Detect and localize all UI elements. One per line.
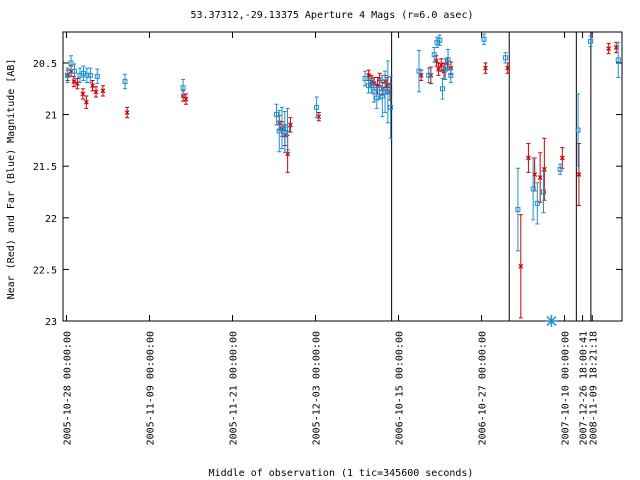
near-point xyxy=(287,122,293,128)
plot-area: 20.5 21 21.5 22 22.5 23 2005-10-28 00:00:00 200… xyxy=(33,31,623,445)
near-point xyxy=(100,88,106,94)
far-point xyxy=(365,83,371,89)
near-point xyxy=(541,166,547,172)
chart-title: 53.37312,-29.13375 Aperture 4 Mags (r=6.… xyxy=(191,10,474,21)
far-point xyxy=(445,57,451,63)
near-point xyxy=(384,83,390,89)
y-tick-label: 21 xyxy=(45,111,57,122)
far-point xyxy=(368,83,374,89)
x-tick-label: 2008-11-09 18:21:18 xyxy=(588,331,599,445)
plot-frame xyxy=(62,31,623,322)
far-point xyxy=(416,68,422,74)
far-point xyxy=(557,166,563,172)
far-point xyxy=(502,55,508,61)
far-point xyxy=(431,52,437,58)
x-tick-label: 2006-10-27 00:00:00 xyxy=(478,331,489,445)
far-point xyxy=(285,126,291,132)
far-point xyxy=(65,72,71,78)
far-point xyxy=(371,89,377,95)
near-point xyxy=(124,110,130,115)
far-point xyxy=(94,73,100,79)
near-point xyxy=(483,65,488,71)
near-point xyxy=(71,79,77,84)
far-point xyxy=(374,95,380,101)
far-point xyxy=(481,36,487,42)
y-tick-label: 20.5 xyxy=(33,59,57,70)
x-axis-label: Middle of observation (1 tic=345600 seco… xyxy=(209,468,474,479)
far-point xyxy=(382,89,388,95)
far-point xyxy=(385,89,391,95)
far-point xyxy=(575,127,581,133)
y-tick-label: 23 xyxy=(45,317,57,328)
far-point xyxy=(276,128,282,134)
far-point xyxy=(426,72,432,78)
x-tick-label: 2005-11-21 00:00:00 xyxy=(228,331,239,445)
far-point xyxy=(273,112,279,118)
y-tick-label: 22 xyxy=(45,214,57,225)
far-point xyxy=(84,72,90,78)
near-point xyxy=(559,155,565,161)
far-point xyxy=(87,72,93,78)
near-point xyxy=(576,172,582,177)
near-point xyxy=(83,99,89,105)
x-tick-label: 2007-10-10 00:00:00 xyxy=(561,331,572,445)
near-point xyxy=(525,155,531,161)
near-point xyxy=(418,72,424,78)
near-point xyxy=(375,83,381,89)
near-point xyxy=(505,65,511,71)
far-point xyxy=(588,38,594,44)
x-tick-label: 2007-12-26 18:00:41 xyxy=(579,331,590,445)
far-point xyxy=(448,72,454,78)
far-point xyxy=(515,207,521,213)
far-point xyxy=(68,60,74,66)
far-point xyxy=(122,79,128,85)
near-point xyxy=(436,66,441,72)
far-point xyxy=(437,37,443,43)
far-point xyxy=(377,86,383,92)
far-point xyxy=(71,68,77,74)
near-point xyxy=(90,83,95,89)
near-point xyxy=(80,91,86,97)
near-point xyxy=(606,46,612,51)
x-tick-label: 2005-10-28 00:00:00 xyxy=(62,331,73,445)
x-tick-label: 2006-10-15 00:00:00 xyxy=(395,331,406,445)
far-point xyxy=(388,104,394,110)
far-point xyxy=(180,85,186,91)
y-tick-label: 22.5 xyxy=(33,265,57,276)
far-point xyxy=(442,66,448,72)
near-point xyxy=(613,45,619,50)
y-axis-label: Near (Red) and Far (Blue) Magnitude [AB] xyxy=(6,59,17,300)
far-point xyxy=(541,189,547,195)
near-point xyxy=(183,96,189,102)
far-point xyxy=(534,200,540,206)
far-point xyxy=(314,104,320,110)
far-point xyxy=(379,93,385,99)
special-asterisk-marker xyxy=(546,315,557,327)
near-point xyxy=(537,175,543,180)
y-tick-label: 21.5 xyxy=(33,162,57,173)
x-tick-label: 2005-12-03 00:00:00 xyxy=(312,331,323,445)
far-point xyxy=(530,186,536,192)
far-point xyxy=(615,57,621,63)
near-point xyxy=(93,89,99,95)
near-point xyxy=(518,263,524,269)
near-point xyxy=(285,151,291,157)
x-tick-label: 2005-11-09 00:00:00 xyxy=(145,331,156,445)
far-point xyxy=(282,129,288,135)
far-point xyxy=(279,125,285,131)
far-point xyxy=(440,86,446,92)
near-point xyxy=(438,62,444,68)
